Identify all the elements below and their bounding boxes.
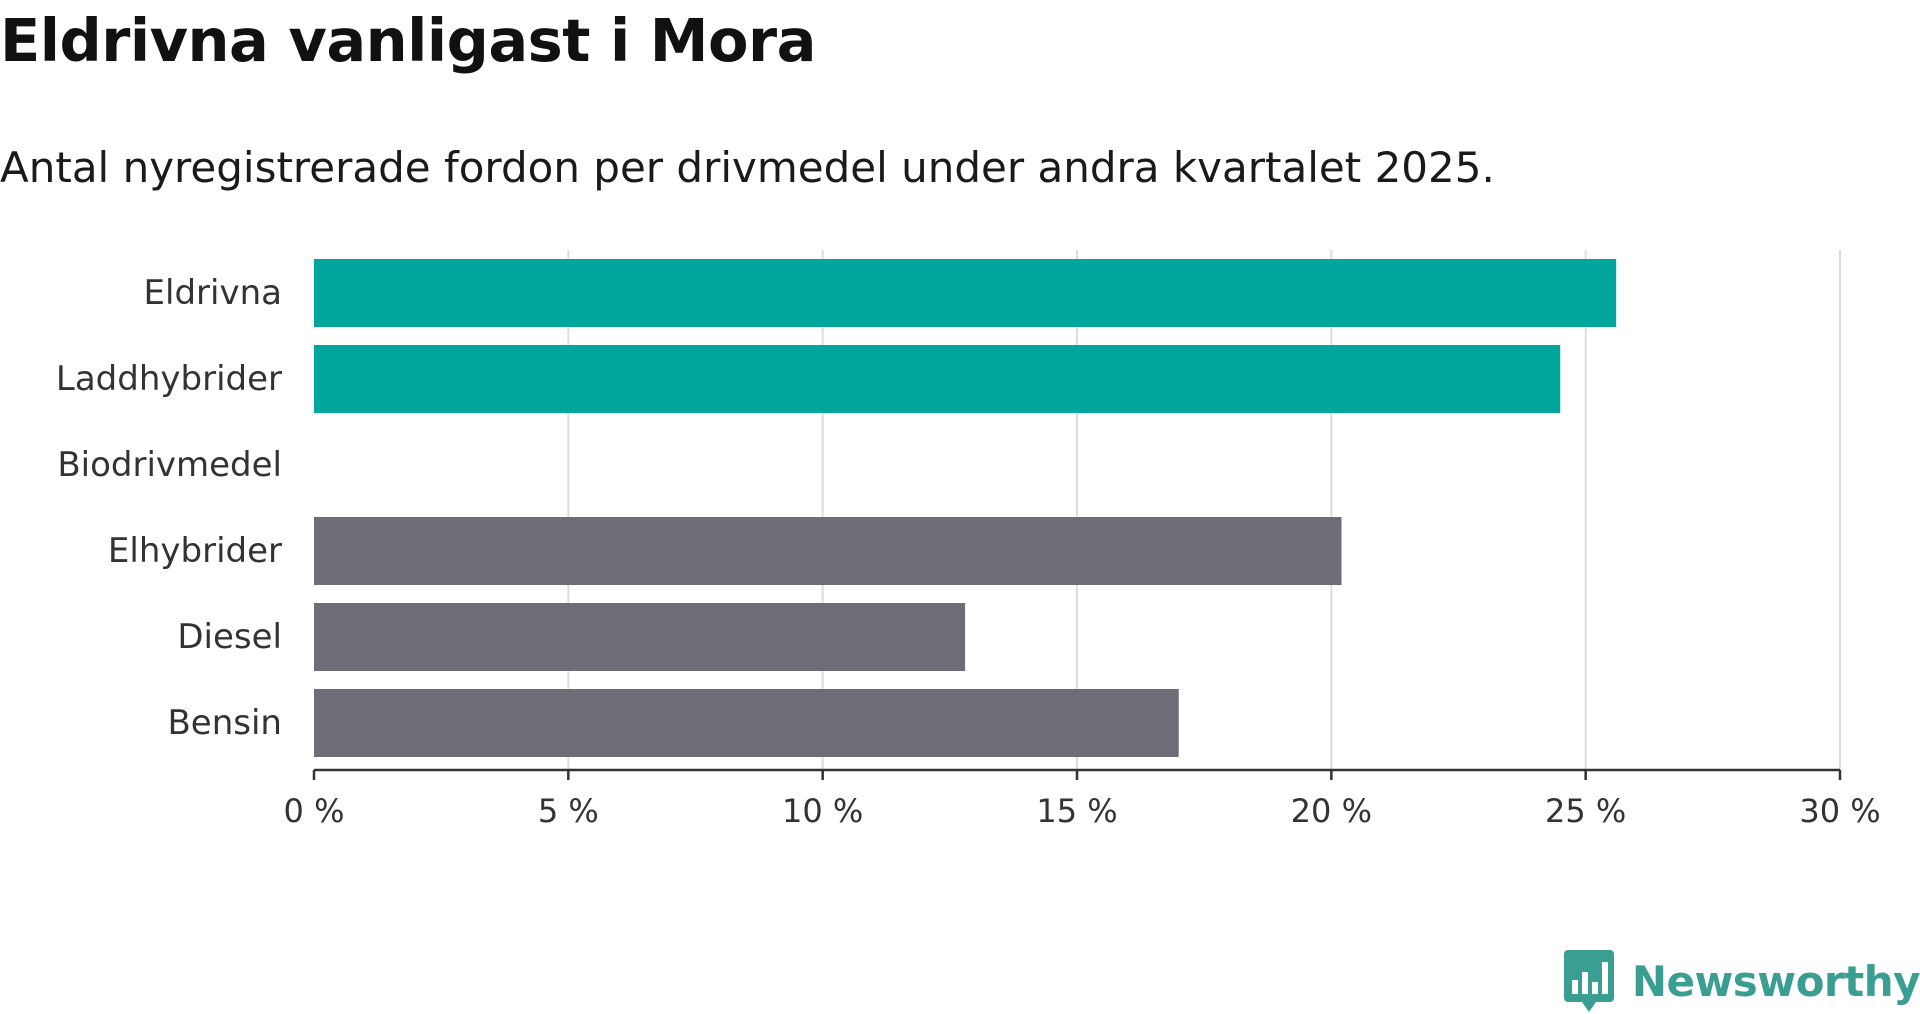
x-tick-label: 30 % bbox=[1799, 792, 1880, 830]
bar bbox=[314, 259, 1617, 327]
category-label: Biodrivmedel bbox=[57, 445, 282, 485]
gridlines bbox=[567, 250, 1841, 770]
x-tick-label: 5 % bbox=[538, 792, 599, 830]
x-tick-label: 10 % bbox=[782, 792, 863, 830]
chart-subtitle: Antal nyregistrerade fordon per drivmede… bbox=[0, 143, 1495, 192]
chart-title: Eldrivna vanligast i Mora bbox=[0, 6, 816, 75]
category-label: Diesel bbox=[177, 617, 282, 657]
bars bbox=[314, 259, 1617, 757]
category-label: Eldrivna bbox=[144, 273, 282, 313]
category-label: Elhybrider bbox=[108, 531, 282, 571]
newsworthy-logo-text: Newsworthy bbox=[1631, 956, 1920, 1006]
category-label: Bensin bbox=[167, 703, 282, 743]
bar bbox=[314, 689, 1179, 757]
bar-chart: Eldrivna Laddhybrider Biodrivmedel Elhybrid… bbox=[56, 250, 1881, 830]
category-labels: Eldrivna Laddhybrider Biodrivmedel Elhybrid… bbox=[56, 273, 282, 743]
newsworthy-logo: Newsworthy bbox=[1563, 948, 1920, 1014]
newsworthy-chart-bubble-icon bbox=[1563, 950, 1614, 1012]
x-tick-label: 0 % bbox=[284, 792, 345, 830]
bar bbox=[314, 345, 1561, 413]
x-tick-label: 15 % bbox=[1036, 792, 1117, 830]
bar bbox=[314, 603, 966, 671]
x-axis: 0 % 5 % 10 % 15 % 20 % 25 % 30 % bbox=[284, 768, 1881, 830]
x-tick-label: 25 % bbox=[1545, 792, 1626, 830]
category-label: Laddhybrider bbox=[56, 359, 282, 399]
x-tick-label: 20 % bbox=[1291, 792, 1372, 830]
bar bbox=[314, 517, 1342, 585]
